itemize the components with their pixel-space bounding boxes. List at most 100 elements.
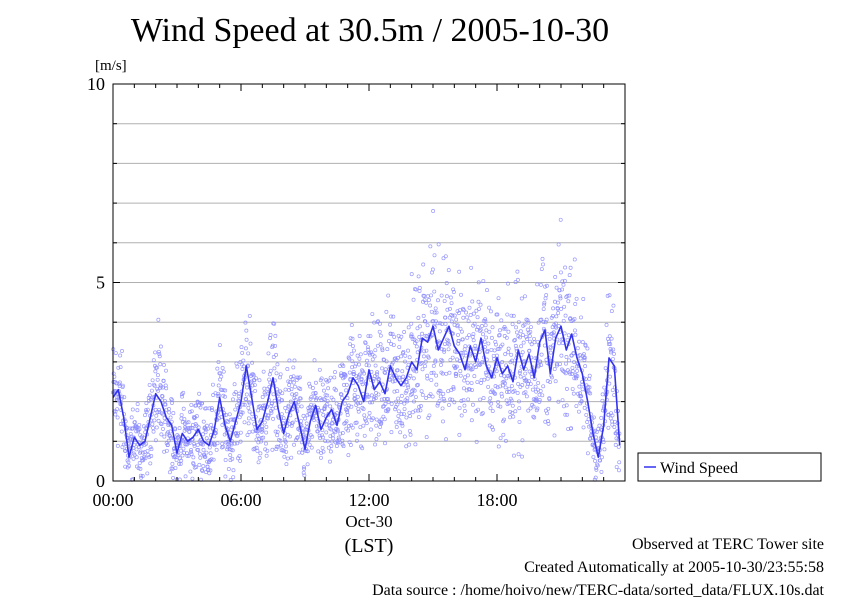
scatter-point bbox=[304, 421, 309, 426]
scatter-point bbox=[440, 359, 445, 363]
scatter-point bbox=[211, 457, 216, 462]
scatter-point bbox=[495, 347, 500, 352]
scatter-point bbox=[322, 388, 326, 393]
scatter-point bbox=[600, 398, 605, 403]
scatter-point bbox=[558, 296, 563, 301]
scatter-point bbox=[554, 285, 559, 290]
scatter-point bbox=[531, 414, 536, 419]
scatter-point bbox=[263, 441, 268, 446]
scatter-point bbox=[144, 409, 149, 414]
scatter-point bbox=[539, 363, 544, 367]
scatter-point bbox=[462, 408, 467, 413]
scatter-point bbox=[288, 399, 293, 404]
scatter-point bbox=[160, 393, 165, 398]
scatter-point bbox=[478, 397, 483, 402]
scatter-point bbox=[268, 368, 273, 373]
scatter-point bbox=[162, 434, 167, 439]
scatter-point bbox=[431, 209, 436, 213]
scatter-point bbox=[428, 303, 433, 308]
scatter-point bbox=[503, 385, 508, 390]
scatter-point bbox=[610, 388, 615, 393]
scatter-point bbox=[438, 321, 443, 326]
scatter-point bbox=[429, 371, 434, 375]
scatter-point bbox=[214, 447, 219, 452]
scatter-point bbox=[393, 407, 398, 412]
scatter-point bbox=[429, 378, 434, 382]
scatter-point bbox=[182, 417, 187, 422]
scatter-point bbox=[407, 442, 412, 447]
scatter-point bbox=[537, 398, 542, 403]
scatter-point bbox=[233, 431, 238, 436]
scatter-point bbox=[168, 415, 173, 420]
scatter-point bbox=[562, 304, 567, 309]
scatter-point bbox=[380, 404, 385, 409]
scatter-point bbox=[378, 333, 383, 338]
scatter-point bbox=[358, 352, 363, 357]
scatter-point bbox=[199, 401, 204, 406]
scatter-point bbox=[558, 270, 563, 275]
scatter-point bbox=[167, 410, 172, 415]
scatter-point bbox=[518, 374, 523, 379]
scatter-point bbox=[197, 451, 202, 456]
scatter-point bbox=[255, 429, 260, 434]
scatter-point bbox=[424, 395, 428, 400]
scatter-point bbox=[485, 348, 490, 353]
scatter-point bbox=[191, 462, 196, 466]
scatter-point bbox=[518, 384, 523, 389]
scatter-point bbox=[570, 369, 575, 374]
scatter-point bbox=[163, 420, 168, 425]
scatter-point bbox=[200, 468, 205, 473]
scatter-point bbox=[617, 460, 622, 465]
scatter-point bbox=[538, 389, 543, 393]
scatter-point bbox=[367, 411, 372, 415]
scatter-point bbox=[177, 461, 182, 466]
scatter-point bbox=[559, 306, 564, 311]
scatter-point bbox=[217, 343, 222, 348]
scatter-point bbox=[243, 320, 248, 325]
scatter-point bbox=[460, 337, 465, 342]
scatter-point bbox=[544, 283, 549, 288]
chart-title: Wind Speed at 30.5m / 2005-10-30 bbox=[130, 12, 610, 49]
scatter-point bbox=[372, 354, 377, 359]
scatter-point bbox=[247, 430, 252, 434]
scatter-point bbox=[465, 380, 470, 385]
scatter-point bbox=[448, 295, 453, 300]
scatter-point bbox=[131, 456, 136, 461]
scatter-point bbox=[461, 308, 466, 312]
scatter-point bbox=[231, 468, 236, 473]
scatter-point bbox=[503, 438, 508, 443]
scatter-point bbox=[148, 461, 153, 466]
scatter-point bbox=[617, 468, 621, 473]
scatter-point bbox=[504, 398, 509, 403]
scatter-point bbox=[288, 380, 293, 385]
scatter-point bbox=[520, 438, 525, 443]
scatter-point bbox=[560, 398, 565, 403]
scatter-point bbox=[433, 306, 438, 311]
scatter-point bbox=[558, 294, 563, 299]
scatter-point bbox=[285, 367, 290, 371]
scatter-point bbox=[364, 421, 369, 426]
scatter-point bbox=[538, 282, 543, 287]
scatter-point bbox=[587, 385, 592, 390]
scatter-point bbox=[591, 455, 596, 460]
scatter-point bbox=[340, 438, 345, 443]
scatter-point bbox=[129, 415, 134, 420]
scatter-point bbox=[410, 334, 415, 339]
scatter-point bbox=[575, 368, 580, 373]
scatter-point bbox=[215, 366, 220, 371]
scatter-point bbox=[389, 430, 394, 435]
scatter-point bbox=[206, 467, 211, 472]
scatter-point bbox=[512, 388, 517, 393]
scatter-point bbox=[115, 443, 120, 448]
scatter-point bbox=[334, 444, 339, 448]
scatter-point bbox=[516, 381, 521, 386]
scatter-point bbox=[611, 351, 616, 356]
scatter-point bbox=[220, 366, 225, 370]
scatter-point bbox=[370, 312, 375, 317]
scatter-point bbox=[170, 401, 174, 405]
scatter-point bbox=[445, 337, 450, 342]
scatter-point bbox=[401, 412, 406, 416]
scatter-point bbox=[556, 399, 561, 404]
scatter-point bbox=[298, 396, 303, 401]
scatter-point bbox=[118, 353, 123, 358]
